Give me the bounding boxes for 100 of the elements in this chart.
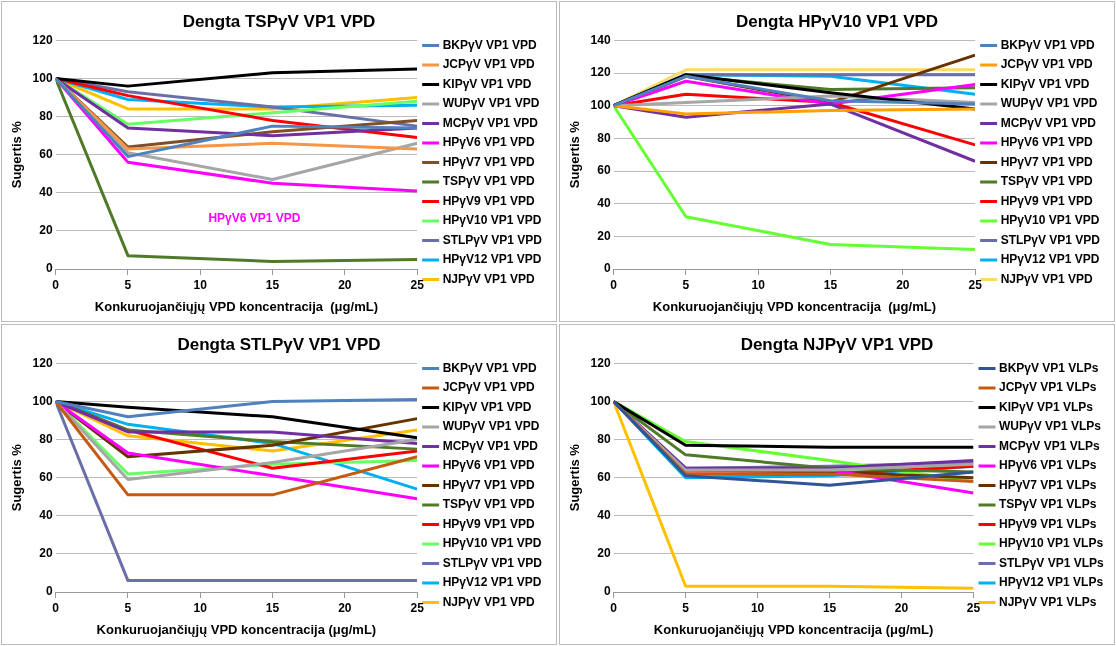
x-tick-label: 10 (193, 277, 208, 292)
legend-label: HPγV9 VP1 VPD (1000, 193, 1094, 208)
y-tick-label: 120 (32, 355, 53, 370)
legend-label: BKPγV VP1 VLPs (999, 360, 1099, 375)
y-tick-label: 140 (590, 32, 611, 47)
y-axis-title: Sugertis % (9, 443, 25, 512)
legend-label: TSPγV VP1 VLPs (999, 497, 1097, 512)
y-axis-title: Sugertis % (567, 120, 583, 189)
legend-label: KIPγV VP1 VLPs (999, 399, 1094, 414)
legend-label: HPγV9 VP1 VPD (442, 193, 536, 208)
legend-label: STLPγV VP1 VPD (1000, 232, 1101, 247)
legend-label: TSPγV VP1 VPD (1000, 174, 1093, 189)
y-tick-label: 40 (39, 185, 53, 200)
x-tick-label: 25 (966, 600, 981, 615)
chart-title: Dengta HPγV10 VP1 VPD (735, 11, 939, 31)
legend-label: HPγV9 VP1 VLPs (999, 516, 1097, 531)
y-tick-label: 100 (590, 98, 611, 113)
x-tick-label: 20 (338, 600, 352, 615)
y-tick-label: 60 (39, 147, 53, 162)
legend-label: JCPγV VP1 VLPs (999, 380, 1097, 395)
legend-label: HPγV10 VP1 VPD (442, 213, 542, 228)
legend-label: HPγV6 VP1 VLPs (999, 458, 1097, 473)
y-tick-label: 100 (32, 70, 53, 85)
chart-title: Dengta TSPγV VP1 VPD (182, 11, 376, 31)
legend-label: STLPγV VP1 VLPs (999, 555, 1105, 570)
x-tick-label: 5 (682, 277, 690, 292)
y-tick-label: 20 (597, 228, 611, 243)
y-tick-label: 20 (597, 546, 611, 561)
y-tick-label: 0 (603, 584, 611, 599)
legend-label: STLPγV VP1 VPD (442, 232, 543, 247)
x-axis-title: Konkuruojančiųjų VPD koncentracija (μg/mL) (96, 621, 377, 637)
legend-label: WUPγV VP1 VPD (442, 96, 540, 111)
x-tick-label: 15 (265, 600, 280, 615)
y-tick-label: 100 (590, 393, 611, 408)
legend-label: HPγV12 VP1 VPD (442, 252, 542, 267)
legend-label: HPγV7 VP1 VLPs (999, 477, 1097, 492)
chart-title: Dengta STLPγV VP1 VPD (177, 334, 381, 354)
legend-label: HPγV6 VP1 VPD (1000, 135, 1094, 150)
legend-label: HPγV6 VP1 VPD (442, 458, 536, 473)
y-tick-label: 40 (597, 196, 611, 210)
legend-label: TSPγV VP1 VPD (442, 174, 535, 189)
y-tick-label: 60 (597, 470, 611, 485)
x-tick-label: 15 (822, 600, 837, 615)
y-tick-label: 100 (32, 393, 53, 408)
x-tick-label: 10 (193, 600, 208, 615)
y-tick-label: 20 (39, 546, 53, 561)
y-tick-label: 120 (590, 65, 611, 80)
legend-label: JCPγV VP1 VPD (1000, 57, 1094, 72)
legend-label: HPγV12 VP1 VPD (442, 575, 542, 590)
x-axis-title: Konkuruojančiųjų VPD koncentracija (μg/mL) (652, 298, 936, 314)
y-tick-label: 40 (39, 508, 53, 523)
legend-label: JCPγV VP1 VPD (442, 380, 536, 395)
legend-label: WUPγV VP1 VPD (1000, 96, 1098, 111)
y-tick-label: 80 (597, 130, 611, 145)
x-axis-title: Konkuruojančiųjų VPD koncentracija (μg/mL) (653, 621, 934, 637)
y-tick-label: 60 (597, 163, 611, 178)
y-tick-label: 0 (45, 261, 53, 276)
annotation: HPγV6 VP1 VPD (208, 211, 301, 226)
y-tick-label: 120 (590, 355, 611, 370)
y-tick-label: 80 (39, 108, 53, 123)
y-tick-label: 60 (39, 470, 53, 485)
legend-label: NJPγV VP1 VPD (442, 594, 536, 609)
x-tick-label: 20 (894, 600, 909, 615)
x-tick-label: 15 (823, 277, 838, 292)
y-tick-label: 0 (45, 584, 53, 599)
y-tick-label: 80 (597, 431, 611, 446)
legend-label: NJPγV VP1 VLPs (999, 594, 1097, 609)
legend-label: KIPγV VP1 VPD (1000, 76, 1090, 91)
legend-label: HPγV7 VP1 VPD (442, 477, 536, 492)
x-tick-label: 20 (338, 277, 352, 292)
x-tick-label: 25 (410, 600, 425, 615)
y-axis-title: Sugertis % (9, 120, 25, 189)
legend-label: MCPγV VP1 VPD (1000, 115, 1097, 130)
x-tick-label: 10 (750, 600, 765, 615)
legend-label: HPγV6 VP1 VPD (442, 135, 536, 150)
legend-label: MCPγV VP1 VLPs (999, 438, 1101, 453)
x-tick-label: 15 (265, 277, 280, 292)
x-tick-label: 25 (968, 277, 983, 292)
x-tick-label: 5 (682, 600, 690, 615)
legend-label: WUPγV VP1 VPD (442, 419, 540, 434)
legend-label: HPγV10 VP1 VPD (1000, 213, 1100, 228)
legend-label: HPγV12 VP1 VPD (1000, 252, 1100, 267)
legend-label: WUPγV VP1 VLPs (999, 419, 1102, 434)
legend-label: HPγV10 VP1 VLPs (999, 536, 1104, 551)
legend-label: NJPγV VP1 VPD (1000, 271, 1094, 286)
legend-label: KIPγV VP1 VPD (442, 399, 532, 414)
legend-label: HPγV7 VP1 VPD (1000, 154, 1094, 169)
legend-label: BKPγV VP1 VPD (442, 37, 537, 52)
legend-label: HPγV9 VP1 VPD (442, 516, 536, 531)
x-tick-label: 25 (410, 277, 425, 292)
legend-label: STLPγV VP1 VPD (442, 555, 543, 570)
x-tick-label: 20 (896, 277, 910, 292)
y-tick-label: 0 (603, 261, 611, 276)
y-tick-label: 80 (39, 431, 53, 446)
y-tick-label: 20 (39, 223, 53, 238)
x-tick-label: 5 (124, 277, 132, 292)
y-tick-label: 40 (597, 508, 611, 523)
legend-label: HPγV12 VP1 VLPs (999, 575, 1104, 590)
x-tick-label: 10 (751, 277, 766, 292)
legend-label: KIPγV VP1 VPD (442, 76, 532, 91)
